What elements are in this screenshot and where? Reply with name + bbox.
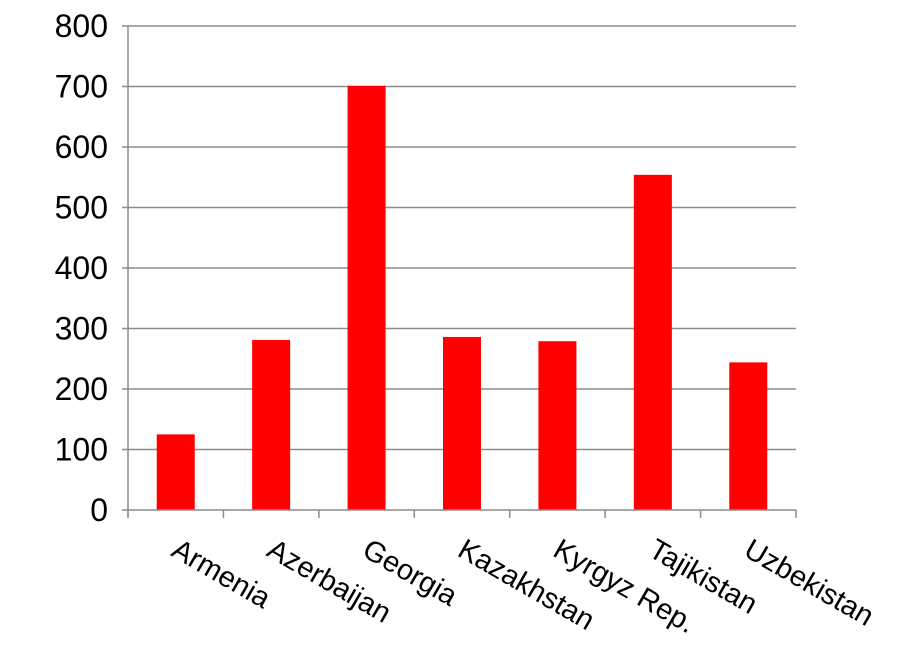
x-tick-label: Armenia <box>166 533 276 615</box>
bar-georgia <box>347 85 386 511</box>
y-tick-label: 400 <box>55 250 108 286</box>
y-tick-label: 500 <box>55 190 108 226</box>
bar-uzbekistan <box>729 362 768 510</box>
bar-tajikistan <box>633 174 672 510</box>
bar-kyrgyz-rep <box>538 341 577 510</box>
bars <box>156 85 768 511</box>
y-tick-label: 200 <box>55 371 108 407</box>
x-tick-labels: ArmeniaAzerbaijanGeorgiaKazakhstanKyrgyz… <box>166 533 879 640</box>
y-tick-label: 600 <box>55 129 108 165</box>
y-tick-label: 300 <box>55 311 108 347</box>
y-tick-label: 800 <box>55 8 108 44</box>
bar-kazakhstan <box>443 336 481 510</box>
bar-armenia <box>156 434 195 510</box>
x-tick-label: Uzbekistan <box>739 533 879 632</box>
y-tick-label: 700 <box>55 69 108 105</box>
gridlines <box>128 25 796 451</box>
axes <box>122 25 797 518</box>
y-tick-label: 0 <box>90 492 108 528</box>
bar-azerbaijan <box>252 339 291 510</box>
y-tick-label: 100 <box>55 432 108 468</box>
y-tick-labels: 0 100 200 300 400 500 600 700 800 <box>55 8 108 528</box>
